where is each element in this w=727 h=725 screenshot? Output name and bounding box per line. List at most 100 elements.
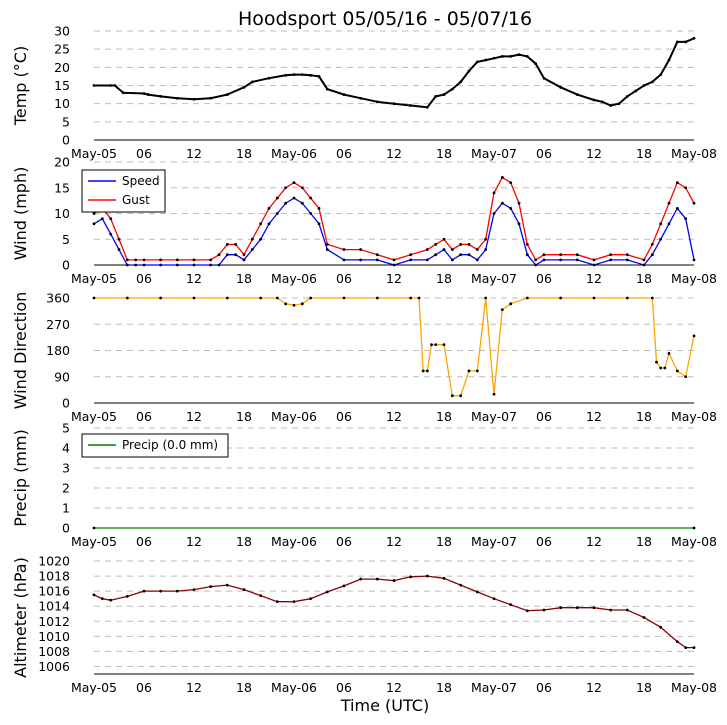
data-point xyxy=(225,93,229,96)
x-tick-label: 12 xyxy=(386,534,402,549)
x-axis-label: Time (UTC) xyxy=(340,696,429,715)
data-point xyxy=(575,93,579,96)
data-point xyxy=(500,176,504,179)
data-point xyxy=(375,577,379,581)
data-point xyxy=(659,222,663,226)
data-point xyxy=(484,296,488,300)
data-point xyxy=(492,212,496,215)
x-tick-label: 18 xyxy=(636,680,652,695)
data-point xyxy=(684,646,688,650)
data-point xyxy=(542,253,546,257)
data-point xyxy=(109,598,113,602)
data-point xyxy=(492,191,496,195)
data-point xyxy=(675,369,679,373)
data-point xyxy=(509,603,513,607)
y-tick-label: 1008 xyxy=(38,644,70,659)
data-point xyxy=(113,84,117,87)
data-point xyxy=(525,296,529,300)
x-tick-label: 18 xyxy=(636,409,652,424)
data-point xyxy=(625,258,629,262)
data-point xyxy=(100,597,104,601)
data-point xyxy=(534,258,538,262)
data-point xyxy=(175,258,179,262)
data-point xyxy=(121,91,125,95)
data-point xyxy=(450,258,454,262)
x-tick-label: May-06 xyxy=(271,271,317,286)
data-point xyxy=(342,296,346,300)
data-point xyxy=(92,296,96,300)
x-tick-label: May-07 xyxy=(471,680,517,695)
data-point xyxy=(342,258,346,262)
legend-box xyxy=(81,433,229,458)
data-point xyxy=(559,85,563,89)
data-point xyxy=(225,296,229,300)
y-tick-label: 0 xyxy=(62,521,70,536)
x-tick-label: 06 xyxy=(336,409,352,424)
data-point xyxy=(125,258,129,262)
data-point xyxy=(655,360,658,364)
data-point xyxy=(300,186,304,190)
data-point xyxy=(425,574,429,578)
data-point xyxy=(359,577,363,581)
data-point xyxy=(234,253,238,257)
data-point xyxy=(509,181,513,185)
data-point xyxy=(684,217,688,221)
data-point xyxy=(159,95,163,98)
data-point xyxy=(675,181,679,185)
x-tick-label: 06 xyxy=(136,680,152,695)
data-point xyxy=(425,258,429,262)
data-point xyxy=(667,201,671,205)
data-point xyxy=(442,576,446,580)
data-point xyxy=(659,237,663,241)
data-point xyxy=(534,62,538,66)
x-tick-label: 12 xyxy=(386,409,402,424)
x-tick-label: 06 xyxy=(336,534,352,549)
series-line xyxy=(94,297,695,397)
x-tick-label: 12 xyxy=(586,680,602,695)
data-point xyxy=(284,73,288,77)
data-point xyxy=(134,263,138,267)
data-point xyxy=(392,102,396,106)
data-point xyxy=(667,352,671,355)
data-point xyxy=(292,181,296,185)
data-point xyxy=(692,36,696,40)
x-tick-label: May-08 xyxy=(671,534,717,549)
data-point xyxy=(225,583,229,587)
data-point xyxy=(259,222,263,226)
data-point xyxy=(559,258,563,262)
data-point xyxy=(625,95,629,98)
data-point xyxy=(617,102,621,106)
data-point xyxy=(692,201,696,205)
data-point xyxy=(100,217,104,221)
legend-box xyxy=(81,169,166,213)
data-point xyxy=(450,394,454,398)
data-point xyxy=(317,222,321,226)
data-point xyxy=(434,253,438,257)
series-line xyxy=(93,197,695,266)
data-point xyxy=(684,186,688,190)
series-altimeter xyxy=(92,574,696,650)
data-point xyxy=(609,104,613,107)
data-point xyxy=(475,590,479,594)
data-point xyxy=(425,248,429,251)
data-point xyxy=(559,253,563,257)
data-point xyxy=(392,258,396,262)
data-point xyxy=(642,84,646,87)
data-point xyxy=(421,369,425,373)
data-point xyxy=(525,253,529,257)
y-tick-label: 5 xyxy=(62,421,70,436)
data-point xyxy=(292,303,296,307)
x-tick-label: 12 xyxy=(186,680,202,695)
x-tick-label: 18 xyxy=(236,409,252,424)
x-tick-label: May-05 xyxy=(71,680,117,695)
data-point xyxy=(342,93,346,96)
y-tick-label: 1010 xyxy=(38,629,70,644)
y-tick-label: 90 xyxy=(54,369,70,384)
data-point xyxy=(484,248,488,251)
data-point xyxy=(500,201,504,205)
y-tick-label: 10 xyxy=(54,96,70,111)
data-point xyxy=(675,40,679,44)
y-tick-label: 30 xyxy=(54,24,70,39)
data-point xyxy=(250,237,254,241)
x-tick-label: 12 xyxy=(586,146,602,161)
